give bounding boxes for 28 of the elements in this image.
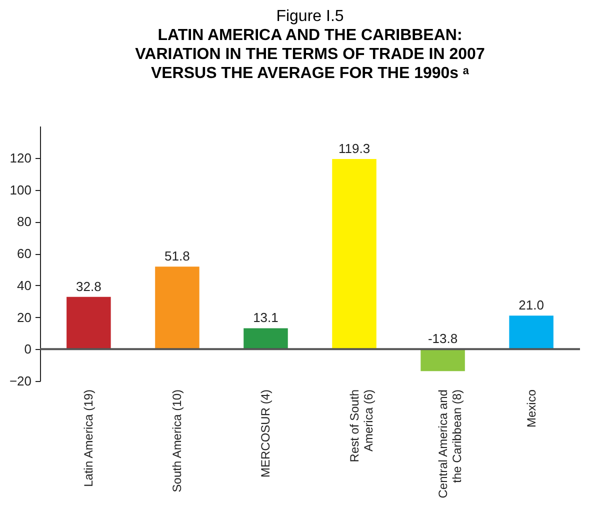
chart-title: Figure I.5	[276, 8, 344, 25]
bar	[155, 266, 200, 350]
y-tick-label: 100	[10, 182, 32, 198]
data-label: 32.8	[76, 278, 102, 294]
data-label: 21.0	[518, 298, 544, 313]
data-label: 51.8	[164, 248, 190, 264]
y-tick-label: 80	[17, 214, 32, 230]
x-tick-label: Central America and the Caribbean (8)	[436, 390, 464, 498]
x-tick-label: South America (10)	[170, 390, 184, 492]
bar	[420, 349, 465, 372]
chart-subtitle: LATIN AMERICA AND THE CARIBBEAN: VARIATION IN THE TERMS OF TRADE IN 2007 VERSUS THE AVERAGE FOR THE 1990s ᵃ	[135, 27, 485, 82]
x-tick-label: Rest of South America (6)	[347, 390, 376, 462]
bar	[66, 296, 111, 350]
y-tick-label: −20	[9, 374, 32, 388]
bar	[244, 328, 288, 350]
y-tick-label: 20	[17, 310, 32, 325]
x-tick-label: MERCOSUR (4)	[258, 390, 273, 478]
bar	[509, 316, 554, 350]
data-label: 119.3	[338, 140, 370, 156]
x-tick-label: Mexico	[524, 389, 538, 428]
data-label: -13.8	[428, 331, 458, 346]
data-label: 13.1	[253, 310, 278, 326]
y-tick-label: 60	[17, 246, 32, 261]
x-tick-label: Latin America (19)	[82, 390, 96, 487]
y-tick-label: 0	[24, 342, 32, 357]
bar	[332, 158, 376, 350]
y-tick-label: 120	[10, 150, 32, 166]
y-tick-label: 40	[17, 278, 32, 293]
